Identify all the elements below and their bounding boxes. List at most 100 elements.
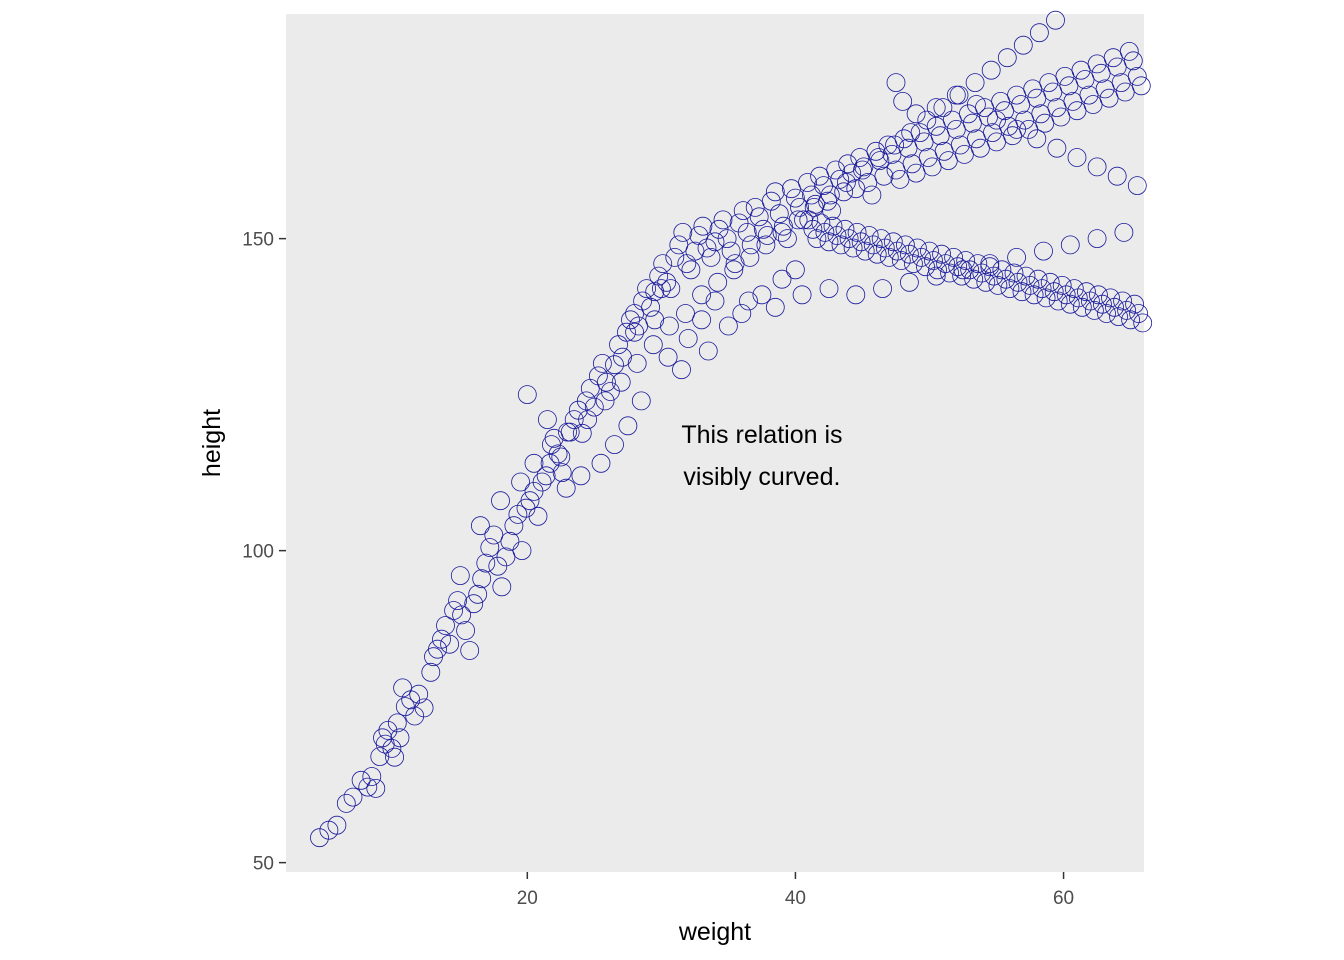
- data-point: [906, 104, 926, 124]
- data-point: [1099, 88, 1119, 108]
- data-point: [576, 391, 596, 411]
- data-point: [1079, 85, 1099, 105]
- data-point: [908, 238, 927, 258]
- data-point: [936, 254, 955, 274]
- data-point: [1081, 291, 1100, 311]
- data-point: [358, 777, 378, 797]
- data-point: [838, 154, 858, 174]
- data-point: [997, 48, 1017, 68]
- data-point: [814, 176, 833, 196]
- data-point: [926, 266, 946, 286]
- data-point: [871, 229, 891, 249]
- data-point: [1103, 48, 1123, 68]
- data-point: [657, 272, 677, 292]
- data-point: [910, 123, 930, 143]
- data-point: [831, 235, 851, 255]
- data-point: [839, 229, 859, 249]
- data-point: [1028, 269, 1048, 289]
- data-point: [906, 163, 926, 183]
- data-point: [496, 547, 516, 567]
- data-point: [819, 279, 839, 299]
- data-point: [926, 116, 946, 136]
- data-point: [685, 241, 705, 261]
- data-point: [870, 151, 890, 171]
- data-point: [551, 447, 571, 467]
- data-point: [949, 85, 969, 105]
- data-point: [1024, 285, 1044, 305]
- data-point: [834, 182, 854, 202]
- data-point: [1003, 126, 1022, 146]
- data-point: [885, 135, 904, 155]
- data-point: [883, 232, 903, 252]
- data-point: [611, 372, 631, 392]
- data-point: [572, 423, 592, 443]
- data-point: [673, 222, 693, 242]
- data-point: [1087, 157, 1107, 177]
- data-point: [878, 135, 898, 155]
- y-tick-label: 50: [253, 854, 274, 875]
- data-point: [842, 163, 862, 183]
- data-point: [772, 269, 792, 289]
- data-point: [1056, 285, 1076, 305]
- data-point: [1107, 57, 1127, 77]
- data-point: [975, 98, 994, 117]
- data-point: [835, 219, 855, 239]
- data-point: [405, 706, 425, 726]
- data-point: [843, 238, 863, 258]
- data-point: [542, 435, 561, 455]
- data-point: [692, 310, 711, 330]
- x-tick-label: 60: [1053, 888, 1074, 909]
- data-point: [472, 569, 492, 589]
- data-point: [928, 260, 947, 280]
- data-point: [491, 491, 510, 511]
- data-point: [980, 254, 1000, 274]
- data-point: [450, 566, 470, 585]
- data-point: [536, 466, 556, 486]
- data-point: [1063, 92, 1083, 111]
- data-point: [1117, 300, 1136, 320]
- data-point: [1036, 288, 1056, 308]
- data-point: [917, 110, 937, 130]
- data-point: [926, 98, 946, 117]
- y-axis: 50 100 150: [242, 230, 286, 875]
- data-point: [922, 157, 942, 177]
- data-point: [987, 110, 1006, 130]
- data-point: [863, 235, 883, 255]
- data-point: [428, 639, 447, 659]
- data-point: [456, 621, 476, 640]
- data-point: [1119, 42, 1139, 61]
- data-point: [924, 251, 943, 270]
- data-point: [681, 260, 701, 280]
- data-point: [605, 435, 624, 455]
- data-point: [1052, 275, 1072, 295]
- data-point: [1016, 266, 1036, 286]
- data-point: [815, 222, 835, 242]
- data-point: [1101, 288, 1120, 308]
- data-point: [517, 385, 537, 405]
- annotation-line: This relation is: [681, 421, 842, 449]
- data-point: [387, 713, 407, 733]
- data-point: [621, 310, 640, 330]
- data-point: [979, 107, 998, 127]
- data-point: [382, 739, 402, 758]
- data-point: [847, 222, 867, 242]
- data-point: [393, 678, 413, 698]
- data-point: [448, 591, 468, 610]
- data-point: [1083, 95, 1103, 114]
- data-point: [1031, 104, 1051, 124]
- data-point: [385, 747, 405, 767]
- data-point: [976, 272, 996, 292]
- data-point: [593, 353, 612, 373]
- data-point: [956, 251, 976, 270]
- data-point: [963, 113, 982, 133]
- data-point: [1039, 73, 1059, 92]
- data-point: [981, 60, 1001, 80]
- data-point: [972, 263, 992, 283]
- data-point: [1007, 247, 1026, 267]
- data-point: [468, 584, 488, 604]
- data-point: [782, 179, 801, 199]
- data-point: [964, 269, 984, 289]
- data-point: [705, 232, 725, 252]
- x-axis: 20 40 60: [517, 872, 1074, 909]
- data-point: [548, 444, 568, 464]
